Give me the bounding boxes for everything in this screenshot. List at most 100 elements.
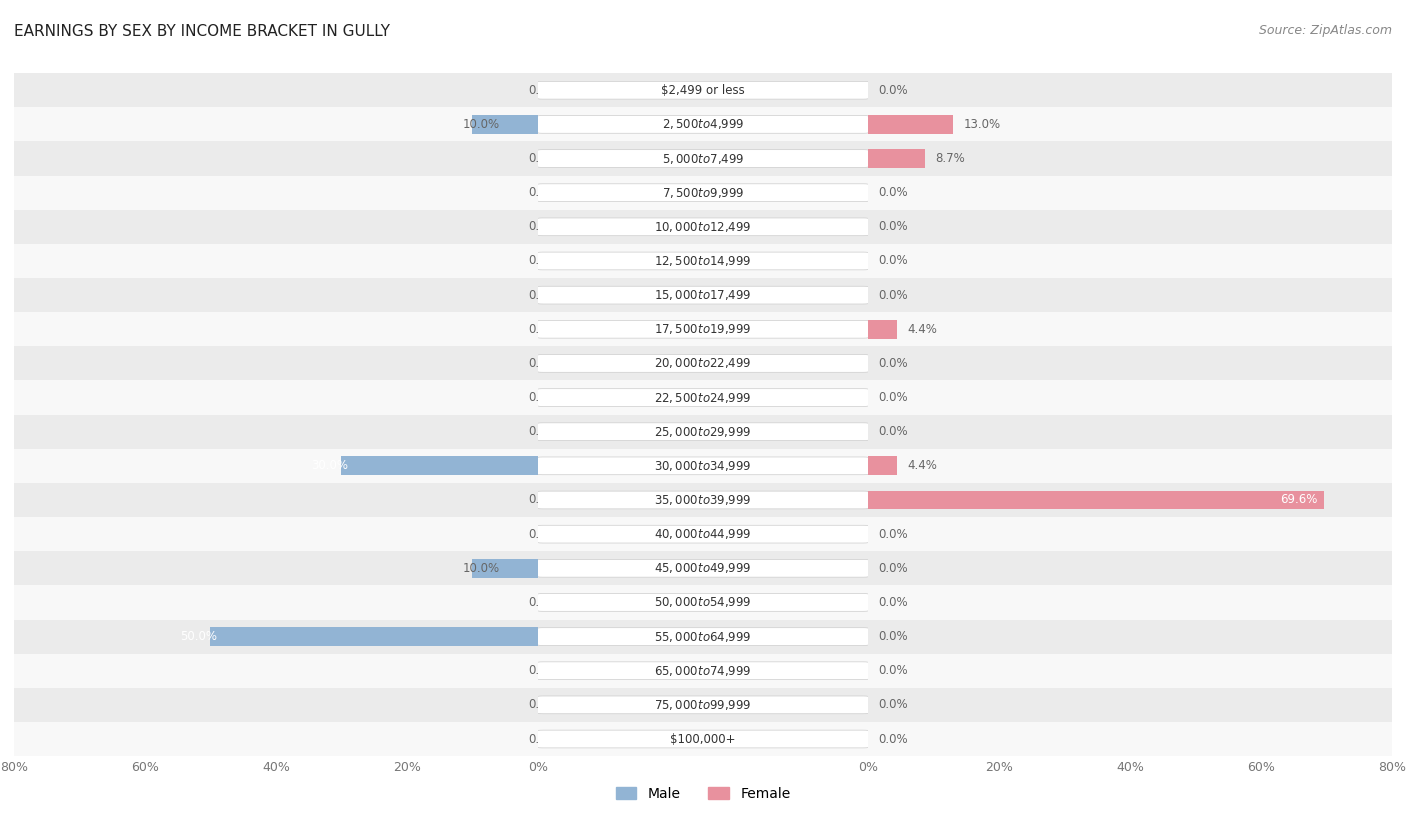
Text: $10,000 to $12,499: $10,000 to $12,499	[654, 220, 752, 234]
Text: 0.0%: 0.0%	[879, 528, 908, 541]
Bar	[869, 517, 1392, 551]
Bar	[14, 210, 537, 244]
FancyBboxPatch shape	[536, 457, 870, 475]
FancyBboxPatch shape	[536, 389, 870, 406]
Bar	[869, 115, 953, 134]
Text: EARNINGS BY SEX BY INCOME BRACKET IN GULLY: EARNINGS BY SEX BY INCOME BRACKET IN GUL…	[14, 24, 389, 39]
Text: $2,499 or less: $2,499 or less	[661, 84, 745, 97]
Text: $17,500 to $19,999: $17,500 to $19,999	[654, 322, 752, 337]
Text: 10.0%: 10.0%	[463, 118, 499, 131]
Text: 0.0%: 0.0%	[527, 357, 557, 370]
Bar	[869, 380, 1392, 415]
Bar	[211, 627, 537, 646]
Text: $55,000 to $64,999: $55,000 to $64,999	[654, 629, 752, 644]
Legend: Male, Female: Male, Female	[610, 781, 796, 806]
Text: 0.0%: 0.0%	[527, 698, 557, 711]
Text: $20,000 to $22,499: $20,000 to $22,499	[654, 356, 752, 371]
Text: 0.0%: 0.0%	[879, 562, 908, 575]
Bar	[537, 210, 869, 244]
Bar	[537, 688, 869, 722]
Bar	[537, 722, 869, 756]
Text: 0.0%: 0.0%	[879, 391, 908, 404]
Text: 13.0%: 13.0%	[963, 118, 1001, 131]
Text: 0.0%: 0.0%	[527, 425, 557, 438]
Bar	[537, 551, 869, 585]
Bar	[869, 149, 925, 168]
FancyBboxPatch shape	[536, 525, 870, 543]
Bar	[537, 585, 869, 620]
Text: 0.0%: 0.0%	[527, 733, 557, 746]
Text: $75,000 to $99,999: $75,000 to $99,999	[654, 698, 752, 712]
Bar	[869, 346, 1392, 380]
Bar	[14, 688, 537, 722]
Bar	[14, 176, 537, 210]
Bar	[869, 654, 1392, 688]
Text: 69.6%: 69.6%	[1279, 493, 1317, 506]
Text: $30,000 to $34,999: $30,000 to $34,999	[654, 459, 752, 473]
Text: 0.0%: 0.0%	[527, 152, 557, 165]
Text: $50,000 to $54,999: $50,000 to $54,999	[654, 595, 752, 610]
Bar	[14, 654, 537, 688]
Text: 0.0%: 0.0%	[879, 630, 908, 643]
Text: 0.0%: 0.0%	[879, 425, 908, 438]
Bar	[869, 176, 1392, 210]
Text: 4.4%: 4.4%	[907, 459, 936, 472]
Text: 0.0%: 0.0%	[527, 323, 557, 336]
Bar	[14, 73, 537, 107]
FancyBboxPatch shape	[536, 286, 870, 304]
Bar	[14, 141, 537, 176]
Text: 0.0%: 0.0%	[879, 733, 908, 746]
Text: 0.0%: 0.0%	[879, 186, 908, 199]
Text: $12,500 to $14,999: $12,500 to $14,999	[654, 254, 752, 268]
Text: $45,000 to $49,999: $45,000 to $49,999	[654, 561, 752, 576]
Bar	[869, 551, 1392, 585]
Text: 0.0%: 0.0%	[879, 289, 908, 302]
FancyBboxPatch shape	[536, 150, 870, 167]
Bar	[14, 107, 537, 141]
Bar	[14, 278, 537, 312]
Bar	[537, 380, 869, 415]
Text: $65,000 to $74,999: $65,000 to $74,999	[654, 663, 752, 678]
Bar	[14, 346, 537, 380]
Bar	[14, 551, 537, 585]
FancyBboxPatch shape	[536, 559, 870, 577]
Bar	[537, 483, 869, 517]
Text: $40,000 to $44,999: $40,000 to $44,999	[654, 527, 752, 541]
Bar	[14, 517, 537, 551]
Bar	[14, 483, 537, 517]
Text: 0.0%: 0.0%	[527, 391, 557, 404]
Bar	[14, 620, 537, 654]
Bar	[537, 449, 869, 483]
Bar	[869, 620, 1392, 654]
Bar	[869, 722, 1392, 756]
Bar	[869, 456, 897, 476]
Bar	[869, 244, 1392, 278]
Bar	[537, 107, 869, 141]
Text: 0.0%: 0.0%	[879, 254, 908, 267]
Bar	[14, 722, 537, 756]
Bar	[537, 415, 869, 449]
Bar	[342, 456, 537, 476]
Text: 0.0%: 0.0%	[527, 289, 557, 302]
Bar	[537, 346, 869, 380]
FancyBboxPatch shape	[536, 696, 870, 714]
FancyBboxPatch shape	[536, 81, 870, 99]
Text: 0.0%: 0.0%	[527, 493, 557, 506]
FancyBboxPatch shape	[536, 423, 870, 441]
FancyBboxPatch shape	[536, 252, 870, 270]
Text: $5,000 to $7,499: $5,000 to $7,499	[662, 151, 744, 166]
Text: 4.4%: 4.4%	[907, 323, 936, 336]
Text: $2,500 to $4,999: $2,500 to $4,999	[662, 117, 744, 132]
Text: 0.0%: 0.0%	[527, 664, 557, 677]
Bar	[537, 312, 869, 346]
Text: 0.0%: 0.0%	[527, 528, 557, 541]
Text: $22,500 to $24,999: $22,500 to $24,999	[654, 390, 752, 405]
Bar	[869, 141, 1392, 176]
Bar	[869, 107, 1392, 141]
Bar	[14, 415, 537, 449]
Bar	[869, 73, 1392, 107]
FancyBboxPatch shape	[536, 628, 870, 646]
Bar	[537, 620, 869, 654]
Text: 0.0%: 0.0%	[879, 357, 908, 370]
Text: 0.0%: 0.0%	[879, 220, 908, 233]
